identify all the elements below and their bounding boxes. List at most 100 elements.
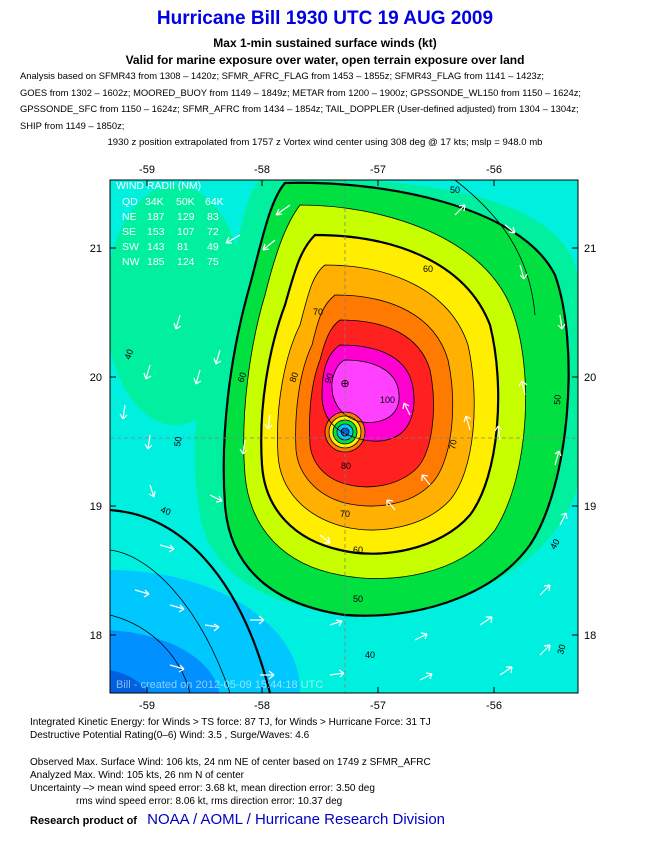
contour-label-70-bottom: 70 xyxy=(340,509,350,519)
wind-radii-cell: 129 xyxy=(177,211,195,223)
contour-fill-layer: 30 40 40 40 40 50 50 50 50 60 60 60 70 7… xyxy=(110,180,578,693)
contour-label-70-top: 70 xyxy=(313,307,323,317)
contour-label-30: 30 xyxy=(555,643,567,655)
wind-radii-cell: 72 xyxy=(207,226,219,238)
wind-radii-cell: 124 xyxy=(177,256,195,268)
energy-stats: Integrated Kinetic Energy: for Winds > T… xyxy=(30,716,431,742)
lon-tick-label: -59 xyxy=(139,700,155,712)
wind-radii-table: WIND RADII (NM) QD 34K 50K 64K NE 187 12… xyxy=(116,180,224,268)
ike-line: Integrated Kinetic Energy: for Winds > T… xyxy=(30,717,431,728)
wind-radii-row: SW 143 81 49 xyxy=(122,241,219,253)
wind-field-svg: 30 40 40 40 40 50 50 50 50 60 60 60 70 7… xyxy=(90,164,597,712)
footer-prefix: Research product of xyxy=(30,815,137,827)
wind-radii-cell: NW xyxy=(122,256,140,268)
contour-label-90: 90 xyxy=(322,372,335,385)
extrapolation-note: 1930 z position extrapolated from 1757 z… xyxy=(107,137,543,148)
subtitle-winds: Max 1-min sustained surface winds (kt) xyxy=(213,36,437,50)
contour-label-70-east: 70 xyxy=(447,439,459,451)
analysis-line: SHIP from 1149 – 1850z; xyxy=(20,119,125,131)
created-stamp: Bill - created on 2012-05-09 15:44:18 UT… xyxy=(116,679,323,691)
wind-radii-title: WIND RADII (NM) xyxy=(116,180,201,192)
wind-radii-cell: 81 xyxy=(177,241,189,253)
lon-tick-label: -57 xyxy=(370,700,386,712)
wind-radii-cell: 143 xyxy=(147,241,165,253)
lon-tick-labels-top: -59 -58 -57 -56 xyxy=(139,164,502,176)
contour-band-20 xyxy=(110,670,148,693)
contour-label-50-east: 50 xyxy=(552,394,563,405)
contour-label-40-bottom: 40 xyxy=(365,650,375,660)
lon-tick-label: -56 xyxy=(486,164,502,176)
footer-org-link[interactable]: NOAA / AOML / Hurricane Research Divisio… xyxy=(147,811,446,828)
wind-radii-cell: 187 xyxy=(147,211,165,223)
wind-radii-row: SE 153 107 72 xyxy=(122,226,219,238)
wind-radii-header-cell: QD xyxy=(122,196,138,208)
lon-tick-label: -58 xyxy=(254,700,270,712)
lat-tick-label: 21 xyxy=(584,243,596,255)
uncertainty-rms-line: rms wind speed error: 8.06 kt, rms direc… xyxy=(76,796,343,807)
wind-radii-header-cell: 34K xyxy=(145,196,164,208)
destructive-potential-line: Destructive Potential Rating(0–6) Wind: … xyxy=(30,730,310,741)
contour-50kt-bold xyxy=(222,181,570,617)
contour-band-30 xyxy=(110,630,220,693)
page-title: Hurricane Bill 1930 UTC 19 AUG 2009 xyxy=(156,8,494,29)
contour-label-group: 30 40 40 40 40 50 50 50 50 60 60 60 70 7… xyxy=(122,185,567,660)
wind-field-map: 30 40 40 40 40 50 50 50 50 60 60 60 70 7… xyxy=(0,155,650,715)
wind-vectors xyxy=(119,204,568,681)
wind-radii-row: NE 187 129 83 xyxy=(122,211,219,223)
contour-label-100: 100 xyxy=(380,395,395,405)
wind-radii-cell: NE xyxy=(122,211,137,223)
lat-tick-label: 20 xyxy=(90,372,102,384)
footer-credit: Research product of NOAA / AOML / Hurric… xyxy=(30,811,445,828)
contour-label-40-east: 40 xyxy=(548,537,562,551)
lat-tick-label: 21 xyxy=(90,243,102,255)
contour-label-50-top: 50 xyxy=(450,185,460,195)
analysis-sources: Analysis based on SFMR43 from 1308 – 142… xyxy=(20,68,645,134)
uncertainty-mean-line: Uncertainty –> mean wind speed error: 3.… xyxy=(30,783,375,794)
contour-label-50-west: 50 xyxy=(172,436,184,448)
wind-radii-cell: 83 xyxy=(207,211,219,223)
wind-radii-header-cell: 64K xyxy=(205,196,224,208)
lon-tick-labels-bottom: -59 -58 -57 -56 xyxy=(139,700,502,712)
observed-max-line: Observed Max. Surface Wind: 106 kts, 24 … xyxy=(30,757,431,768)
contour-label-80-west: 80 xyxy=(287,371,300,384)
wind-radii-cell: SE xyxy=(122,226,136,238)
wind-radii-row: NW 185 124 75 xyxy=(122,256,219,268)
lat-tick-label: 20 xyxy=(584,372,596,384)
contour-label-80-south: 80 xyxy=(341,461,351,471)
lat-tick-labels-right: 21 20 19 18 xyxy=(584,243,596,642)
lat-tick-labels-left: 21 20 19 18 xyxy=(90,243,102,642)
axis-ticks xyxy=(110,180,578,693)
lat-tick-label: 19 xyxy=(90,501,102,513)
wind-radii-cell: 107 xyxy=(177,226,195,238)
contour-label-60-bottom: 60 xyxy=(353,545,363,555)
max-wind-stats: Observed Max. Surface Wind: 106 kts, 24 … xyxy=(30,756,431,782)
contour-label-50-bottom: 50 xyxy=(353,594,363,604)
subtitle-exposure: Valid for marine exposure over water, op… xyxy=(125,53,525,67)
plot-frame xyxy=(109,179,579,694)
contour-band-100 xyxy=(331,360,400,423)
wind-radii-header: QD 34K 50K 64K xyxy=(122,196,224,208)
lat-tick-label: 18 xyxy=(90,630,102,642)
contour-34kt-bold xyxy=(110,508,272,693)
wind-radii-cell: 185 xyxy=(147,256,165,268)
analyzed-max-line: Analyzed Max. Wind: 105 kts, 26 nm N of … xyxy=(30,770,244,781)
lat-tick-label: 19 xyxy=(584,501,596,513)
lon-tick-label: -57 xyxy=(370,164,386,176)
wind-radii-cell: 49 xyxy=(207,241,219,253)
lon-tick-label: -58 xyxy=(254,164,270,176)
analysis-line: Analysis based on SFMR43 from 1308 – 142… xyxy=(20,70,545,81)
contour-label-40: 40 xyxy=(122,348,135,361)
wind-radii-header-cell: 50K xyxy=(176,196,195,208)
contour-label-40-south: 40 xyxy=(159,504,172,517)
analysis-line: GPSSONDE_SFC from 1150 – 1624z; SFMR_AFR… xyxy=(20,103,579,114)
wind-radii-cell: 75 xyxy=(207,256,219,268)
wind-radii-cell: SW xyxy=(122,241,139,253)
lon-tick-label: -56 xyxy=(486,700,502,712)
contour-label-60-west: 60 xyxy=(235,371,248,384)
lat-tick-label: 18 xyxy=(584,630,596,642)
lon-tick-label: -59 xyxy=(139,164,155,176)
analysis-line: GOES from 1302 – 1602z; MOORED_BUOY from… xyxy=(20,86,582,98)
uncertainty-stats: Uncertainty –> mean wind speed error: 3.… xyxy=(30,782,375,808)
max-wind-marker: ⊕ xyxy=(340,378,349,390)
contour-label-60-top: 60 xyxy=(423,264,433,274)
